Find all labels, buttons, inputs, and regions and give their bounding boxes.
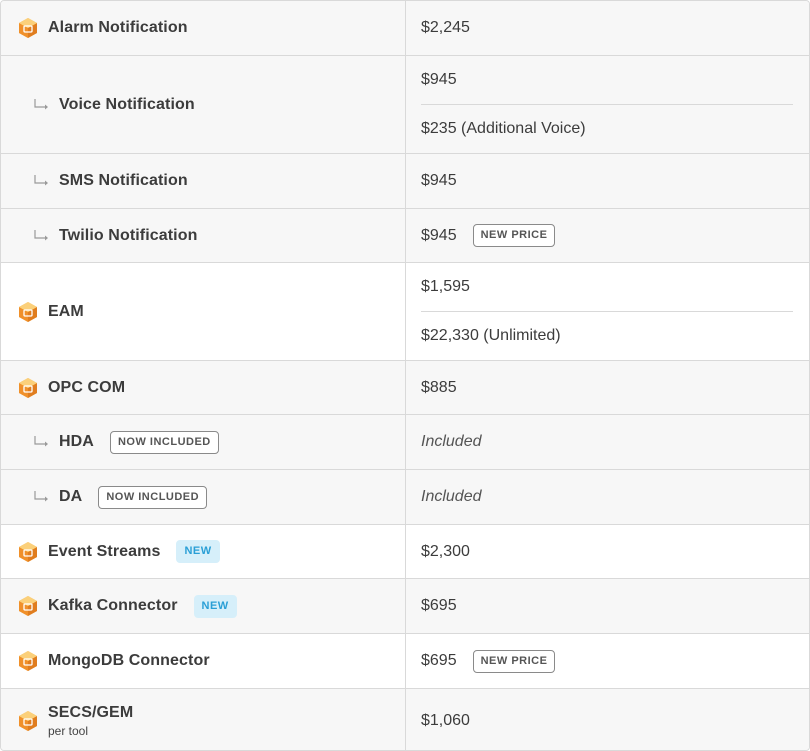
- price-cell: $695 NEW PRICE: [406, 634, 809, 688]
- module-name: DA: [59, 488, 83, 505]
- price-cell: Included: [406, 415, 809, 469]
- module-cell: OPC COM: [1, 361, 406, 414]
- module-cell: Kafka Connector NEW: [1, 579, 406, 633]
- module-name: SMS Notification: [59, 172, 188, 189]
- price-value: $2,245: [421, 19, 470, 36]
- table-row: EAM $1,595 $22,330 (Unlimited): [1, 263, 809, 361]
- price-cell: $1,595 $22,330 (Unlimited): [406, 263, 809, 360]
- price-cell: Included: [406, 470, 809, 524]
- module-box-icon: [18, 650, 38, 672]
- module-box-icon: [18, 376, 38, 399]
- table-row: MongoDB Connector $695 NEW PRICE: [1, 634, 809, 689]
- table-row: DA NOW INCLUDED Included: [1, 470, 809, 525]
- table-row: HDA NOW INCLUDED Included: [1, 415, 809, 470]
- module-cell: SECS/GEM per tool: [1, 689, 406, 750]
- price-cell: $945 $235 (Additional Voice): [406, 56, 809, 153]
- price-value: $695: [421, 597, 457, 614]
- module-cell: EAM: [1, 263, 406, 360]
- module-box-icon: [18, 595, 38, 617]
- table-row: Kafka Connector NEW $695: [1, 579, 809, 634]
- module-cell: Event Streams NEW: [1, 525, 406, 578]
- price-value: $235 (Additional Voice): [421, 120, 586, 137]
- sub-arrow-icon: [34, 97, 49, 110]
- price-value: Included: [421, 488, 482, 505]
- price-value: $1,595: [421, 278, 470, 295]
- module-name: MongoDB Connector: [48, 652, 210, 669]
- sub-arrow-icon: [34, 490, 49, 503]
- module-cell: DA NOW INCLUDED: [1, 470, 406, 524]
- module-cell: HDA NOW INCLUDED: [1, 415, 406, 469]
- price-cell: $695: [406, 579, 809, 633]
- price-value: $1,060: [421, 711, 470, 729]
- table-row: Twilio Notification $945 NEW PRICE: [1, 209, 809, 263]
- module-box-icon: [18, 709, 38, 732]
- module-name: Twilio Notification: [59, 226, 198, 244]
- sub-arrow-icon: [34, 228, 49, 241]
- module-name: HDA: [59, 433, 94, 450]
- table-row: SECS/GEM per tool $1,060: [1, 689, 809, 750]
- new-badge: NEW: [193, 594, 237, 618]
- now-included-badge: NOW INCLUDED: [98, 485, 208, 509]
- price-value: $885: [421, 378, 457, 396]
- price-cell: $2,300: [406, 525, 809, 578]
- module-note: per tool: [48, 723, 89, 738]
- module-cell: Voice Notification: [1, 56, 406, 153]
- price-value: $695: [421, 652, 457, 669]
- module-box-icon: [18, 17, 38, 39]
- module-name: SECS/GEM: [48, 703, 134, 721]
- module-name: Event Streams: [48, 542, 161, 560]
- module-cell: MongoDB Connector: [1, 634, 406, 688]
- now-included-badge: NOW INCLUDED: [109, 430, 219, 454]
- module-cell: Alarm Notification: [1, 1, 406, 55]
- module-cell: Twilio Notification: [1, 209, 406, 262]
- module-name: Alarm Notification: [48, 19, 188, 36]
- price-value: $945: [421, 172, 457, 189]
- price-value: Included: [421, 433, 482, 450]
- module-name: Kafka Connector: [48, 597, 178, 614]
- module-box-icon: [18, 300, 38, 323]
- sub-arrow-icon: [34, 174, 49, 187]
- price-cell: $885: [406, 361, 809, 414]
- new-price-badge: NEW PRICE: [472, 649, 556, 673]
- module-name: OPC COM: [48, 378, 126, 396]
- module-name: EAM: [48, 302, 84, 320]
- price-cell: $945: [406, 154, 809, 208]
- table-row: Voice Notification $945 $235 (Additional…: [1, 56, 809, 154]
- table-row: Event Streams NEW $2,300: [1, 525, 809, 579]
- price-value: $945: [421, 71, 457, 88]
- module-box-icon: [18, 540, 38, 563]
- price-value: $22,330 (Unlimited): [421, 327, 561, 344]
- module-name: Voice Notification: [59, 95, 195, 113]
- price-value: $2,300: [421, 542, 470, 560]
- module-cell: SMS Notification: [1, 154, 406, 208]
- table-row: SMS Notification $945: [1, 154, 809, 209]
- table-row: OPC COM $885: [1, 361, 809, 415]
- price-cell: $945 NEW PRICE: [406, 209, 809, 262]
- sub-arrow-icon: [34, 435, 49, 448]
- price-cell: $2,245: [406, 1, 809, 55]
- price-cell: $1,060: [406, 689, 809, 750]
- new-price-badge: NEW PRICE: [472, 224, 556, 247]
- table-row: Alarm Notification $2,245: [1, 1, 809, 56]
- new-badge: NEW: [176, 540, 220, 563]
- price-value: $945: [421, 226, 457, 244]
